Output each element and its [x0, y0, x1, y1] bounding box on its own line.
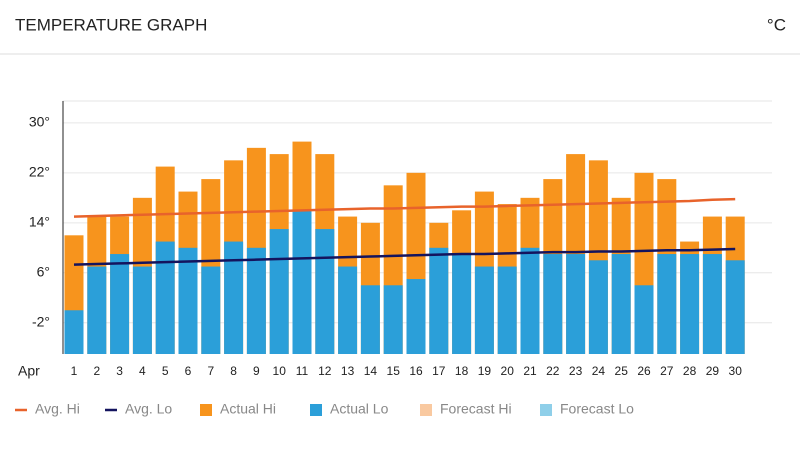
bar	[680, 254, 700, 354]
legend-label: Actual Lo	[330, 401, 389, 417]
legend-label: Avg. Hi	[35, 401, 80, 417]
line	[73, 197, 736, 218]
x-tick-label: 7	[207, 364, 214, 378]
line	[73, 247, 736, 266]
bar	[132, 266, 152, 354]
legend-swatch	[540, 404, 552, 416]
bar	[611, 254, 631, 354]
unit-label[interactable]: °C	[767, 15, 786, 34]
x-tick-label: 27	[660, 364, 674, 378]
legend-item[interactable]: Avg. Hi	[15, 401, 80, 417]
bar	[110, 254, 130, 354]
x-tick-label: 22	[546, 364, 560, 378]
bar	[566, 254, 586, 354]
x-tick-label: 4	[139, 364, 146, 378]
y-tick-label: 22°	[29, 164, 50, 180]
legend-item[interactable]: Actual Hi	[200, 401, 276, 417]
y-tick-label: 6°	[37, 263, 50, 279]
legend-label: Actual Hi	[220, 401, 276, 417]
legend-label: Avg. Lo	[125, 401, 172, 417]
bar	[338, 266, 358, 354]
bar	[360, 285, 380, 354]
bar	[452, 254, 472, 354]
bar	[64, 310, 84, 354]
bar	[292, 210, 312, 354]
legend-swatch	[420, 404, 432, 416]
bar	[178, 247, 198, 354]
bar	[543, 254, 563, 354]
legend-item[interactable]: Actual Lo	[310, 401, 389, 417]
x-tick-label: 17	[432, 364, 446, 378]
bar	[702, 254, 722, 354]
bar	[474, 266, 494, 354]
x-tick-label: 12	[318, 364, 332, 378]
bar	[725, 260, 745, 354]
y-tick-label: 14°	[29, 214, 50, 230]
legend-item[interactable]: Avg. Lo	[105, 401, 172, 417]
page-title: TEMPERATURE GRAPH	[15, 15, 207, 34]
x-tick-label: 20	[501, 364, 515, 378]
bar	[497, 266, 517, 354]
x-tick-label: 14	[364, 364, 378, 378]
x-tick-label: 21	[523, 364, 537, 378]
bar	[383, 285, 403, 354]
x-tick-label: 19	[478, 364, 492, 378]
x-tick-label: 1	[71, 364, 78, 378]
x-tick-label: 6	[185, 364, 192, 378]
bar	[520, 247, 540, 354]
legend-label: Forecast Hi	[440, 401, 512, 417]
x-tick-label: 28	[683, 364, 697, 378]
x-tick-label: 3	[116, 364, 123, 378]
bar	[406, 279, 426, 354]
x-tick-label: 13	[341, 364, 355, 378]
bar	[155, 241, 175, 354]
x-tick-label: 11	[296, 364, 309, 378]
x-tick-label: 24	[592, 364, 606, 378]
legend-item[interactable]: Forecast Lo	[540, 401, 634, 417]
x-tick-label: 10	[273, 364, 287, 378]
x-axis-label: Apr	[18, 363, 40, 379]
x-tick-label: 2	[93, 364, 100, 378]
legend-swatch	[310, 404, 322, 416]
bar	[657, 254, 677, 354]
x-tick-label: 15	[387, 364, 401, 378]
x-tick-label: 23	[569, 364, 583, 378]
x-tick-label: 5	[162, 364, 169, 378]
x-tick-label: 8	[230, 364, 237, 378]
bar	[269, 229, 289, 354]
x-tick-label: 16	[409, 364, 423, 378]
bar	[87, 266, 107, 354]
bar	[588, 260, 608, 354]
bar	[224, 241, 244, 354]
bar	[315, 229, 335, 354]
x-tick-label: 18	[455, 364, 469, 378]
legend-item[interactable]: Forecast Hi	[420, 401, 512, 417]
legend-swatch	[200, 404, 212, 416]
bar	[429, 247, 449, 354]
y-tick-label: 30°	[29, 114, 50, 130]
x-tick-label: 9	[253, 364, 260, 378]
y-tick-label: -2°	[32, 313, 50, 329]
legend-label: Forecast Lo	[560, 401, 634, 417]
x-tick-label: 29	[706, 364, 720, 378]
bar	[634, 285, 654, 354]
x-tick-label: 30	[729, 364, 743, 378]
x-tick-label: 26	[637, 364, 651, 378]
bar	[246, 247, 266, 354]
x-tick-label: 25	[615, 364, 629, 378]
bar	[201, 266, 221, 354]
